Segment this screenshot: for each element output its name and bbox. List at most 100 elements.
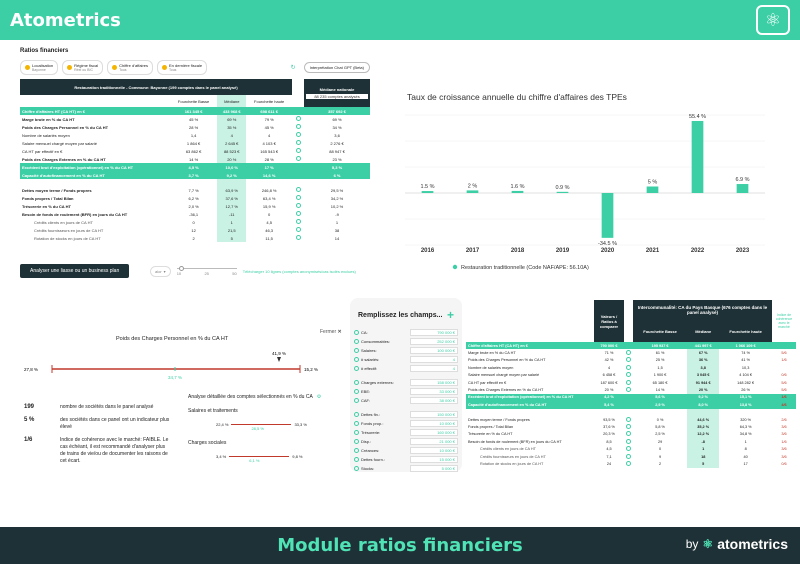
info-icon[interactable]	[354, 457, 359, 462]
row-med: 433 968 €	[217, 107, 247, 115]
ai-interpret-button[interactable]: Interprétation Chat GPT (Beta)	[303, 62, 370, 73]
field-input[interactable]: 10 000 €	[410, 420, 458, 427]
info-icon[interactable]	[295, 235, 301, 241]
info-icon[interactable]	[354, 430, 359, 435]
detail-label: Charges sociales	[188, 440, 227, 446]
filter-chip[interactable]: En dernière fiscale Tous	[157, 60, 208, 75]
table-row: Crédits fournisseurs en jours de CA HT 7,…	[466, 452, 796, 461]
table-row: Crédits clients en jours de CA HT 4,5 0 1 8 3…	[466, 445, 796, 453]
info-icon[interactable]	[354, 421, 359, 426]
field-input[interactable]: 15 000 €	[410, 456, 458, 463]
row-med: 4	[217, 131, 247, 139]
info-icon[interactable]	[295, 132, 301, 137]
info-icon[interactable]	[295, 227, 301, 233]
info-icon[interactable]	[354, 448, 359, 453]
info-icon[interactable]	[295, 195, 301, 201]
value-select[interactable]: alor ▾	[150, 266, 171, 277]
info-icon[interactable]	[354, 380, 359, 385]
row-label: Besoin de fonds de roulement (BFR) en jo…	[22, 211, 128, 217]
info-icon[interactable]	[626, 438, 631, 444]
row-value	[594, 409, 624, 416]
info-icon[interactable]	[626, 423, 631, 429]
info-icon[interactable]	[295, 203, 301, 209]
filter-chip[interactable]: Régime fiscal Réel ou BIC	[62, 60, 104, 75]
table-row: Trésorerie en % du CA HT 2,0 % 12,7 % 15,9 …	[20, 202, 370, 211]
info-icon[interactable]	[626, 394, 631, 400]
row-low: 5,8 %	[655, 424, 665, 429]
info-icon[interactable]	[354, 398, 359, 403]
row-low: 5,6 %	[633, 393, 688, 402]
slider-knob[interactable]	[178, 265, 184, 271]
field-input[interactable]: 38 000 €	[410, 397, 458, 404]
info-icon[interactable]	[626, 350, 631, 356]
info-icon[interactable]	[354, 389, 359, 394]
info-icon[interactable]	[626, 453, 631, 459]
info-icon[interactable]	[626, 372, 631, 378]
info-icon[interactable]	[626, 431, 631, 437]
info-icon[interactable]	[626, 364, 631, 370]
field-input[interactable]: 33 000 €	[410, 388, 458, 395]
panel-slider[interactable]	[176, 265, 237, 271]
field-input[interactable]: 4	[410, 365, 458, 372]
analyse-button[interactable]: Analyser une liasse ou un business plan	[20, 264, 130, 278]
info-icon[interactable]	[295, 211, 301, 217]
info-icon[interactable]	[354, 357, 359, 362]
gear-icon[interactable]: ⚙	[316, 394, 322, 400]
table-header-row: Valeurs / Ratios à comparer Intercommunal…	[466, 300, 796, 342]
info-icon[interactable]	[626, 342, 631, 348]
info-icon[interactable]	[295, 172, 301, 177]
bar	[466, 190, 479, 193]
row-med: 69 %	[217, 115, 247, 123]
field-input[interactable]: 100 000 €	[410, 347, 458, 354]
field-input[interactable]: 252 000 €	[410, 338, 458, 345]
filter-chip[interactable]: Chiffre d'affaires Tous	[107, 60, 153, 75]
info-icon[interactable]	[354, 339, 359, 344]
info-icon[interactable]	[295, 116, 301, 121]
info-icon[interactable]	[354, 439, 359, 444]
field-input[interactable]: 790 000 €	[410, 329, 458, 336]
info-icon[interactable]	[354, 330, 359, 335]
info-icon[interactable]	[626, 401, 631, 407]
field-input[interactable]: 150 000 €	[410, 411, 458, 418]
row-national: 34,2 %	[330, 195, 344, 201]
info-icon[interactable]	[295, 219, 301, 225]
field-input[interactable]: 21 000 €	[410, 438, 458, 445]
info-icon[interactable]	[295, 148, 301, 153]
row-national: 5,3 %	[304, 163, 370, 171]
info-icon[interactable]	[626, 387, 631, 393]
info-icon[interactable]	[626, 460, 631, 466]
info-icon[interactable]	[626, 357, 631, 363]
field-input[interactable]: 160 000 €	[410, 429, 458, 436]
info-icon[interactable]	[626, 379, 631, 385]
info-icon[interactable]	[295, 108, 301, 113]
info-icon[interactable]	[354, 412, 359, 417]
field-input[interactable]: 4	[410, 356, 458, 363]
info-icon[interactable]	[295, 187, 301, 193]
field-input[interactable]: 5 000 €	[410, 465, 458, 472]
column-header: Médiane	[217, 95, 247, 107]
data-label: 6.9 %	[735, 177, 749, 183]
field-input[interactable]: 10 000 €	[410, 447, 458, 454]
field-input[interactable]: 158 000 €	[410, 379, 458, 386]
info-icon[interactable]	[295, 164, 301, 169]
info-icon[interactable]	[626, 446, 631, 452]
filter-chip[interactable]: Localisation Bayonne	[20, 60, 59, 75]
info-icon[interactable]	[354, 466, 359, 471]
info-icon[interactable]	[354, 348, 359, 353]
bar	[421, 191, 434, 193]
info-icon[interactable]	[295, 156, 301, 161]
footer-brand: by ⚛ atometrics	[685, 536, 788, 552]
download-link[interactable]: Télécharger 10 lignes (comptes anonymisé…	[242, 269, 356, 274]
info-icon[interactable]	[295, 124, 301, 129]
chart-title: Taux de croissance annuelle du chiffre d…	[407, 92, 627, 102]
info-icon[interactable]	[626, 416, 631, 422]
row-high	[719, 409, 772, 416]
ratios-table: Restauration traditionnelle - Commune: B…	[20, 79, 370, 243]
info-icon[interactable]	[354, 366, 359, 371]
close-button[interactable]: Fermer ✕	[320, 329, 342, 335]
refresh-icon[interactable]: ↻	[290, 65, 296, 71]
plus-icon[interactable]: +	[446, 308, 454, 322]
info-icon[interactable]	[295, 140, 301, 145]
table-row: Capacité d'autofinancement en % du CA HT…	[20, 171, 370, 179]
row-low: 2	[192, 235, 195, 241]
